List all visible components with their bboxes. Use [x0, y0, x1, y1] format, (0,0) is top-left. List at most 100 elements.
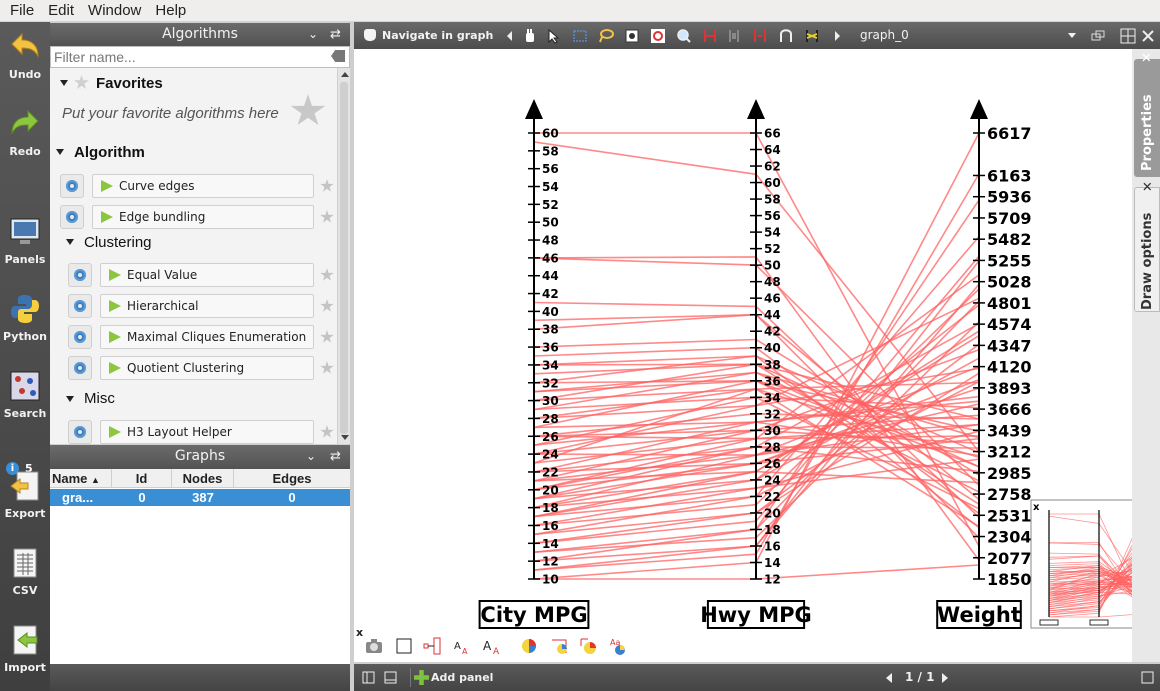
neighborhood-icon[interactable] [650, 28, 666, 44]
clear-filter-icon[interactable] [331, 50, 345, 62]
undock-icon[interactable]: ⇄ [330, 27, 341, 42]
run-algorithm-button[interactable]: Curve edges [92, 174, 314, 198]
chevron-down-icon[interactable]: ⌄ [308, 27, 319, 41]
gear-icon[interactable] [60, 205, 84, 229]
chevron-down-icon[interactable]: ⌄ [306, 449, 317, 463]
axis-swapper-icon[interactable] [752, 28, 768, 44]
more-tools-icon[interactable] [830, 28, 846, 44]
fullscreen-icon[interactable] [1141, 671, 1154, 684]
python-button[interactable]: Python [0, 284, 50, 359]
scroll-up-icon[interactable] [341, 72, 349, 77]
view-grid-icon[interactable] [1120, 28, 1136, 44]
import-button[interactable]: Import [0, 615, 50, 690]
run-algorithm-button[interactable]: Quotient Clustering [100, 356, 314, 380]
star-icon[interactable] [320, 268, 334, 281]
camera-icon[interactable] [364, 636, 384, 656]
color-labels-icon[interactable] [578, 636, 598, 656]
toggle-panel-icon[interactable] [362, 671, 375, 684]
collapse-favorites-icon[interactable] [60, 80, 68, 86]
axis[interactable]: 12 14 16 18 20 22 24 26 28 30 32 34 36 38 40 42 44 46 48 50… [700, 99, 812, 629]
parallel-coordinates-chart[interactable]: 10 12 14 16 18 20 22 24 26 28 30 32 34 36 38 40 42 44 46 48… [354, 49, 1160, 662]
run-algorithm-button[interactable]: Equal Value [100, 263, 314, 287]
hand-icon[interactable] [522, 28, 538, 44]
star-icon[interactable] [320, 330, 334, 343]
algorithms-panel-header[interactable]: Algorithms ⌄ ⇄ [50, 23, 350, 46]
table-row[interactable]: gra... 0 387 0 [50, 489, 350, 506]
panels-button[interactable]: Panels [0, 207, 50, 287]
node-size-icon[interactable] [422, 636, 442, 656]
run-algorithm-button[interactable]: Maximal Cliques Enumeration [100, 325, 314, 349]
lasso-icon[interactable] [598, 28, 614, 44]
gear-icon[interactable] [68, 325, 92, 349]
previous-page-icon[interactable] [884, 672, 894, 684]
close-view-icon[interactable] [1140, 28, 1156, 44]
axis[interactable]: 1850 2077 2304 2531 2758 2985 3212 3439 3666 3893… [936, 99, 1032, 629]
magic-select-icon[interactable] [624, 28, 640, 44]
collapse-misc-icon[interactable] [66, 396, 74, 402]
menu-window[interactable]: Window [88, 2, 142, 19]
graph-view-canvas[interactable]: 10 12 14 16 18 20 22 24 26 28 30 32 34 36 38 40 42 44 46 48… [354, 49, 1160, 662]
collapse-algorithm-icon[interactable] [56, 149, 64, 155]
select-icon[interactable] [546, 28, 562, 44]
color-nodes-icon[interactable] [519, 636, 539, 656]
highlight-icon[interactable] [804, 28, 820, 44]
restore-icon[interactable] [1090, 28, 1106, 44]
star-icon[interactable] [320, 179, 334, 192]
redo-button[interactable]: Redo [0, 99, 50, 174]
close-minimap-icon[interactable]: x [1033, 502, 1040, 513]
minimap[interactable]: x [1030, 499, 1160, 629]
graph-selector[interactable]: graph_0 [854, 25, 1080, 46]
filter-input[interactable]: Filter name... [50, 46, 350, 68]
csv-button[interactable]: CSV [0, 538, 50, 613]
close-icon[interactable]: ✕ [1140, 52, 1155, 63]
run-algorithm-button[interactable]: Edge bundling [92, 205, 314, 229]
gear-icon[interactable] [68, 263, 92, 287]
add-panel-button[interactable]: Add panel [410, 668, 503, 687]
star-icon[interactable] [320, 361, 334, 374]
undock-icon[interactable]: ⇄ [330, 449, 341, 464]
algorithms-scrollbar[interactable] [337, 68, 350, 444]
column-header-id[interactable]: Id [112, 469, 172, 487]
navigate-interactor-button[interactable]: Navigate in graph [360, 25, 501, 46]
column-header-name[interactable]: Name ▲ [50, 469, 112, 487]
single-view-icon[interactable] [384, 671, 397, 684]
gear-icon[interactable] [60, 174, 84, 198]
scroll-thumb[interactable] [340, 82, 348, 434]
scroll-left-icon[interactable] [502, 28, 518, 44]
color-edges-icon[interactable] [549, 636, 569, 656]
star-icon[interactable] [320, 299, 334, 312]
run-algorithm-button[interactable]: H3 Layout Helper [100, 420, 314, 444]
axis[interactable]: 10 12 14 16 18 20 22 24 26 28 30 32 34 36 38 40 42 44 46 48… [478, 99, 590, 629]
background-color-icon[interactable] [394, 636, 414, 656]
scroll-down-icon[interactable] [341, 435, 349, 440]
gear-icon[interactable] [68, 294, 92, 318]
graphs-panel-header[interactable]: Graphs ⌄ ⇄ [50, 445, 350, 469]
gear-icon[interactable] [68, 356, 92, 380]
menu-edit[interactable]: Edit [48, 2, 75, 19]
collapse-clustering-icon[interactable] [66, 239, 74, 245]
zoom-icon[interactable] [676, 28, 692, 44]
star-icon[interactable] [320, 210, 334, 223]
run-algorithm-button[interactable]: Hierarchical [100, 294, 314, 318]
undo-button[interactable]: Undo [0, 22, 50, 97]
axis-boxplot-icon[interactable] [726, 28, 742, 44]
search-button[interactable]: Search [0, 361, 50, 436]
next-page-icon[interactable] [940, 672, 950, 684]
properties-tab[interactable]: ✕ Properties [1134, 52, 1160, 177]
axis-curve-icon[interactable] [778, 28, 794, 44]
label-color-icon[interactable]: Aa [608, 636, 628, 656]
axis-slider-icon[interactable] [702, 28, 718, 44]
close-icon[interactable]: ✕ [1141, 181, 1156, 192]
draw-options-tab[interactable]: ✕ Draw options [1134, 181, 1160, 312]
rectangle-select-icon[interactable] [572, 28, 588, 44]
star-icon[interactable] [320, 425, 334, 438]
column-header-edges[interactable]: Edges [272, 471, 312, 486]
menu-help[interactable]: Help [155, 2, 187, 19]
export-button[interactable]: Export [0, 461, 50, 536]
menu-file[interactable]: File [10, 2, 35, 19]
close-icon[interactable]: x [356, 626, 364, 639]
gear-icon[interactable] [68, 420, 92, 444]
